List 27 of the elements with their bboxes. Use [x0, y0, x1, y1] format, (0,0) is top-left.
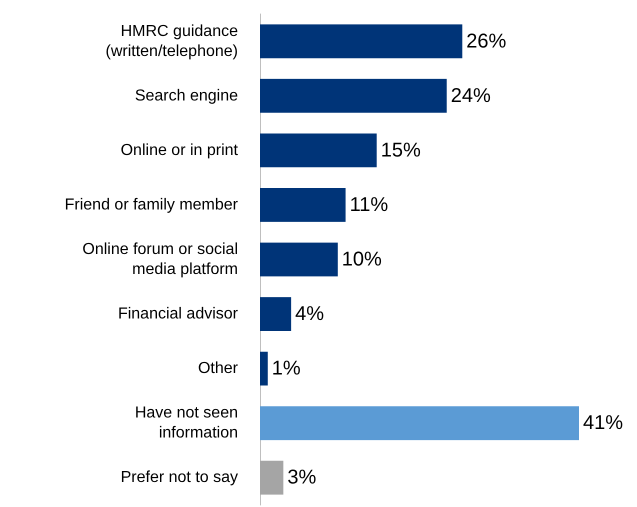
bar	[260, 78, 447, 113]
y-tick-label: HMRC guidance (written/telephone)	[105, 22, 238, 60]
bar	[260, 406, 579, 440]
data-label: 1%	[272, 358, 301, 380]
data-label: 11%	[350, 194, 388, 216]
y-tick-label: Financial advisor	[118, 306, 239, 323]
y-tick-label: Have not seen information	[134, 404, 238, 442]
data-label: 3%	[287, 466, 316, 489]
bar	[260, 133, 377, 168]
y-tick-label: Online forum or social media platform	[82, 241, 238, 278]
bar	[260, 352, 268, 386]
y-tick-label: Prefer not to say	[120, 469, 238, 486]
y-tick-label: Friend or family member	[64, 196, 239, 214]
bar	[260, 242, 338, 276]
data-label: 26%	[466, 30, 507, 52]
bar	[260, 297, 292, 331]
y-tick-label: Online or in print	[120, 142, 239, 159]
data-label: 24%	[450, 84, 491, 107]
bar	[260, 460, 284, 495]
y-tick-label: Search engine	[134, 87, 238, 104]
bar	[260, 188, 346, 222]
data-label: 41%	[583, 412, 624, 434]
y-tick-label: Other	[198, 360, 239, 378]
data-label: 10%	[342, 248, 382, 270]
data-label: 4%	[295, 303, 324, 326]
data-label: 15%	[380, 139, 421, 162]
bar	[260, 24, 462, 58]
